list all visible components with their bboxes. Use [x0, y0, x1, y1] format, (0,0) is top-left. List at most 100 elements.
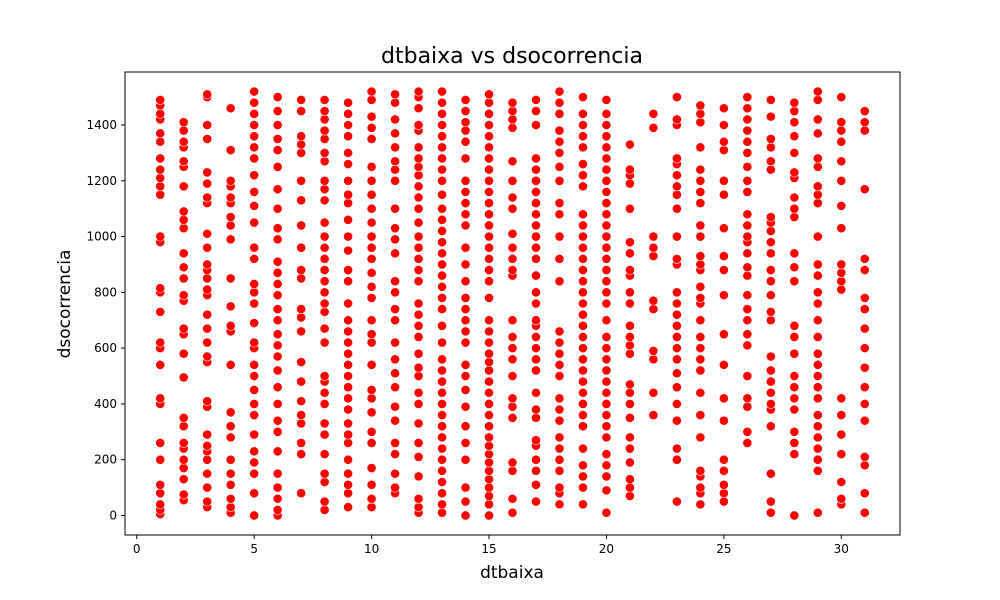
data-point	[225, 432, 236, 443]
data-point	[507, 332, 518, 342]
data-point	[296, 131, 307, 142]
data-point	[319, 496, 330, 507]
data-point	[859, 507, 870, 518]
data-point	[765, 468, 776, 479]
data-point	[413, 471, 424, 482]
data-point	[531, 387, 541, 398]
data-point	[531, 270, 541, 281]
data-point	[531, 164, 541, 175]
data-point	[249, 120, 260, 130]
data-point	[296, 326, 307, 337]
data-point	[484, 432, 494, 443]
data-point	[742, 290, 753, 301]
data-point	[554, 348, 565, 359]
data-point	[742, 209, 753, 220]
data-point	[390, 276, 400, 287]
data-point	[437, 443, 447, 454]
data-point	[178, 214, 189, 225]
data-point	[202, 496, 213, 507]
data-point	[296, 449, 307, 460]
data-point	[578, 142, 588, 153]
data-point	[249, 242, 260, 253]
data-point	[155, 337, 166, 348]
data-point	[507, 507, 518, 518]
data-point	[765, 111, 776, 122]
data-point	[296, 438, 307, 448]
data-point	[531, 287, 541, 298]
data-point	[507, 354, 518, 365]
data-point	[765, 156, 776, 167]
data-point	[812, 86, 823, 97]
data-point	[695, 281, 706, 292]
data-point	[601, 187, 612, 197]
data-point	[531, 343, 541, 354]
data-point	[578, 253, 588, 264]
data-point	[437, 97, 447, 108]
data-point	[155, 181, 166, 192]
data-point	[742, 187, 753, 197]
data-point	[202, 259, 213, 270]
data-point	[625, 320, 635, 331]
y-axis-label: dsocorrencia	[55, 250, 75, 359]
data-point	[484, 175, 494, 186]
data-point	[460, 454, 471, 465]
data-point	[413, 332, 424, 342]
data-point	[625, 332, 635, 342]
data-point	[531, 332, 541, 342]
data-point	[765, 248, 776, 259]
data-point	[601, 365, 612, 376]
data-point	[413, 253, 424, 264]
data-point	[695, 343, 706, 354]
data-point	[789, 97, 800, 108]
data-point	[671, 170, 682, 181]
data-point	[812, 421, 823, 432]
data-point	[343, 265, 354, 275]
data-point	[366, 337, 377, 348]
data-point	[765, 265, 776, 275]
data-point	[742, 125, 753, 136]
data-point	[601, 387, 612, 398]
data-point	[836, 92, 847, 102]
points-layer	[155, 86, 870, 521]
data-point	[648, 251, 659, 261]
data-point	[390, 315, 400, 326]
data-point	[155, 173, 166, 183]
data-point	[765, 387, 776, 398]
data-point	[859, 415, 870, 426]
data-point	[460, 94, 471, 105]
data-point	[531, 220, 541, 231]
data-point	[484, 421, 494, 432]
data-point	[390, 128, 400, 139]
data-point	[859, 488, 870, 499]
data-point	[601, 175, 612, 186]
data-point	[601, 276, 612, 287]
data-point	[249, 337, 260, 348]
data-point	[601, 449, 612, 460]
x-tick-label: 10	[364, 542, 379, 556]
data-point	[296, 175, 307, 186]
data-point	[531, 153, 541, 164]
data-point	[812, 443, 823, 454]
data-point	[296, 488, 307, 499]
data-point	[178, 156, 189, 167]
data-point	[366, 161, 377, 172]
data-point	[554, 326, 565, 337]
data-point	[836, 117, 847, 128]
data-point	[718, 189, 729, 200]
data-point	[531, 412, 541, 423]
data-point	[484, 242, 494, 253]
data-point	[531, 94, 541, 105]
data-point	[437, 175, 447, 186]
data-point	[413, 242, 424, 253]
data-point	[366, 293, 377, 303]
data-point	[390, 164, 400, 175]
data-point	[319, 429, 330, 440]
data-point	[484, 164, 494, 175]
data-point	[531, 175, 541, 186]
data-point	[695, 175, 706, 186]
data-point	[343, 393, 354, 404]
data-point	[272, 468, 283, 479]
data-point	[484, 326, 494, 337]
